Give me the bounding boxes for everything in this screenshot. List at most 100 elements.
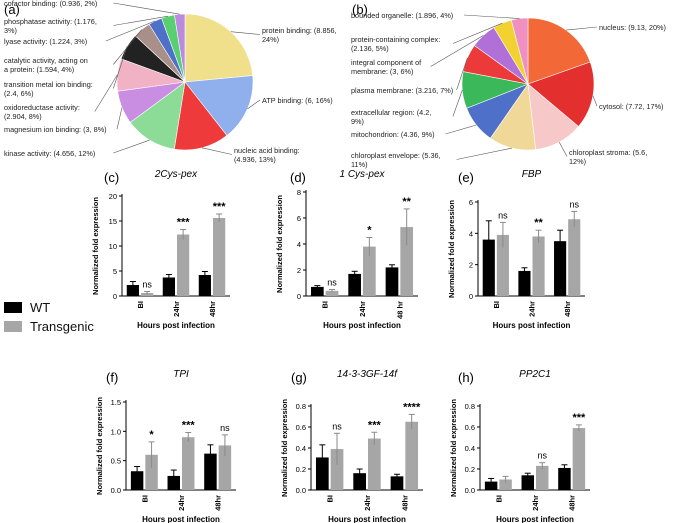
bar-e-wt-2 bbox=[554, 241, 567, 296]
y-tick-label-e-3: 6 bbox=[469, 198, 473, 207]
y-tick-label-g-1: 0.2 bbox=[296, 465, 306, 474]
pie-leader-a-10 bbox=[113, 2, 180, 15]
bar-chart-g: (g) 14-3-3GF-14f 0.0 0.2 0.4 0.6 0.8 Normalized… bbox=[280, 369, 423, 523]
bar-f-wt-2 bbox=[204, 453, 217, 490]
significance-f-0: * bbox=[149, 429, 154, 441]
pie-leader-a-9 bbox=[113, 15, 168, 26]
legend-label-transgenic: Transgenic bbox=[30, 319, 94, 334]
significance-g-0: ns bbox=[332, 421, 342, 431]
x-tick-label-d-2: 48 hr bbox=[395, 301, 404, 319]
y-tick-label-g-3: 0.6 bbox=[296, 423, 306, 432]
x-tick-label-h-2: 48hr bbox=[568, 495, 577, 511]
bar-h-wt-0 bbox=[484, 481, 498, 490]
y-tick-label-h-1: 0.2 bbox=[465, 465, 475, 474]
x-tick-label-f-1: 24hr bbox=[177, 495, 186, 511]
bar-c-wt-2 bbox=[198, 275, 211, 296]
bar-f-transgenic-1 bbox=[182, 437, 195, 490]
significance-f-2: ns bbox=[220, 423, 230, 433]
chart-title-e: FBP bbox=[522, 169, 542, 180]
pie-leader-a-0 bbox=[230, 31, 261, 35]
bar-c-transgenic-1 bbox=[177, 234, 190, 296]
bar-f-transgenic-2 bbox=[218, 445, 232, 490]
x-tick-label-c-1: 24hr bbox=[172, 301, 181, 317]
x-axis-label-f: Hours post infection bbox=[142, 515, 220, 523]
bar-e-transgenic-2 bbox=[568, 219, 581, 296]
bar-h-transgenic-0 bbox=[499, 479, 512, 490]
legend-swatch-transgenic bbox=[4, 321, 22, 332]
y-tick-label-f-1: 0.5 bbox=[111, 457, 121, 466]
x-axis-label-e: Hours post infection bbox=[493, 321, 571, 330]
x-tick-label-e-1: 24hr bbox=[528, 301, 537, 317]
y-tick-label-d-2: 4 bbox=[297, 240, 301, 249]
bar-d-wt-0 bbox=[310, 286, 324, 296]
pie-leader-b-3 bbox=[456, 147, 513, 160]
x-tick-label-g-2: 48hr bbox=[400, 495, 409, 511]
significance-g-1: *** bbox=[368, 419, 382, 431]
pie-slice-a-0 bbox=[184, 13, 254, 83]
pie-leader-a-3 bbox=[113, 139, 150, 154]
y-tick-label-f-3: 1.5 bbox=[111, 398, 121, 407]
bar-c-wt-1 bbox=[162, 277, 175, 296]
pie-leader-a-6 bbox=[113, 46, 128, 89]
y-tick-label-f-2: 1.0 bbox=[111, 427, 121, 436]
panel-label-f: (f) bbox=[106, 370, 118, 385]
bar-chart-h: (h) PP2C1 0.0 0.2 0.4 0.6 0.8 Normalized fold e… bbox=[449, 369, 590, 523]
y-tick-label-h-4: 0.8 bbox=[465, 402, 475, 411]
pie-label-a-10: cofactor binding: (0.936, 2%) bbox=[4, 0, 97, 8]
bar-g-wt-0 bbox=[315, 457, 329, 490]
y-tick-label-g-4: 0.8 bbox=[296, 402, 306, 411]
chart-title-f: TPI bbox=[173, 369, 189, 380]
bar-h-transgenic-2 bbox=[572, 428, 586, 490]
y-tick-label-c-0: 0 bbox=[113, 292, 117, 301]
bar-f-transgenic-0 bbox=[145, 454, 158, 490]
bar-f-wt-0 bbox=[130, 471, 144, 490]
bar-h-wt-2 bbox=[558, 467, 571, 490]
pie-leader-b-1 bbox=[592, 95, 598, 107]
x-tick-label-h-1: 24hr bbox=[531, 495, 540, 511]
significance-h-2: *** bbox=[572, 412, 586, 424]
y-tick-label-e-1: 2 bbox=[469, 261, 473, 270]
legend-swatch-wt bbox=[4, 302, 22, 313]
pie-chart-a: (a) protein binding: (8.856, 24%) ATP bindi… bbox=[4, 0, 337, 164]
pie-leader-b-6 bbox=[456, 57, 468, 91]
y-axis-label-d: Normalized fold expression bbox=[275, 195, 284, 293]
x-tick-label-d-0: BI bbox=[321, 301, 330, 309]
legend-item-wt: WT bbox=[4, 300, 94, 315]
pie-leader-b-2 bbox=[558, 141, 568, 157]
bar-chart-e: (e) FBP 0 2 4 6 Normalized fold expression Hour… bbox=[447, 169, 585, 330]
bar-e-wt-0 bbox=[482, 239, 495, 296]
pie-label-a-4: magnesium ion binding: (3, 8%) bbox=[4, 125, 107, 134]
y-tick-label-c-1: 5 bbox=[113, 267, 117, 276]
pie-label-b-4: mitochondrion: (4.36, 9%) bbox=[351, 130, 435, 139]
panel-label-a: (a) bbox=[4, 2, 20, 17]
significance-c-2: *** bbox=[213, 201, 227, 213]
legend-item-transgenic: Transgenic bbox=[4, 319, 94, 334]
bar-chart-f: (f) TPI 0.0 0.5 1.0 1.5 Normalized fold expres… bbox=[95, 369, 236, 523]
bar-chart-c: (c) 2Cys-pex 0 5 10 15 20 Normalized fold expre… bbox=[91, 169, 230, 330]
y-tick-label-g-0: 0.0 bbox=[296, 486, 306, 495]
pie-label-b-6: plasma membrane: (3.216, 7%) bbox=[351, 86, 453, 95]
chart-title-h: PP2C1 bbox=[519, 369, 551, 380]
bar-h-transgenic-1 bbox=[536, 465, 549, 490]
legend: WT Transgenic bbox=[4, 300, 94, 338]
pie-slice-b-1 bbox=[527, 61, 595, 127]
panel-label-e: (e) bbox=[458, 170, 474, 185]
pie-leader-a-4 bbox=[116, 107, 123, 130]
chart-title-d: 1 Cys-pex bbox=[339, 169, 385, 180]
y-axis-label-g: Normalized fold expression bbox=[280, 399, 289, 497]
bar-d-transgenic-1 bbox=[363, 246, 376, 296]
significance-h-1: ns bbox=[537, 451, 547, 461]
panel-label-g: (g) bbox=[291, 370, 307, 385]
pie-label-b-5: extracellular region: (4.2, 9%) bbox=[351, 108, 431, 126]
significance-e-0: ns bbox=[498, 210, 508, 220]
pie-label-b-9: bounded organelle: (1.896, 4%) bbox=[351, 11, 453, 20]
bar-d-wt-2 bbox=[385, 267, 399, 296]
pie-label-a-7: catalytic activity, acting on a protein: … bbox=[4, 56, 88, 74]
significance-d-1: * bbox=[367, 225, 372, 237]
pie-leader-a-1 bbox=[247, 99, 261, 110]
pie-leader-a-7 bbox=[113, 29, 142, 65]
x-tick-label-g-1: 24hr bbox=[363, 495, 372, 511]
y-tick-label-h-2: 0.4 bbox=[465, 444, 475, 453]
y-axis-label-e: Normalized fold expression bbox=[447, 200, 456, 298]
pie-label-a-5: oxidoreductase activity: (2.904, 8%) bbox=[4, 103, 80, 121]
